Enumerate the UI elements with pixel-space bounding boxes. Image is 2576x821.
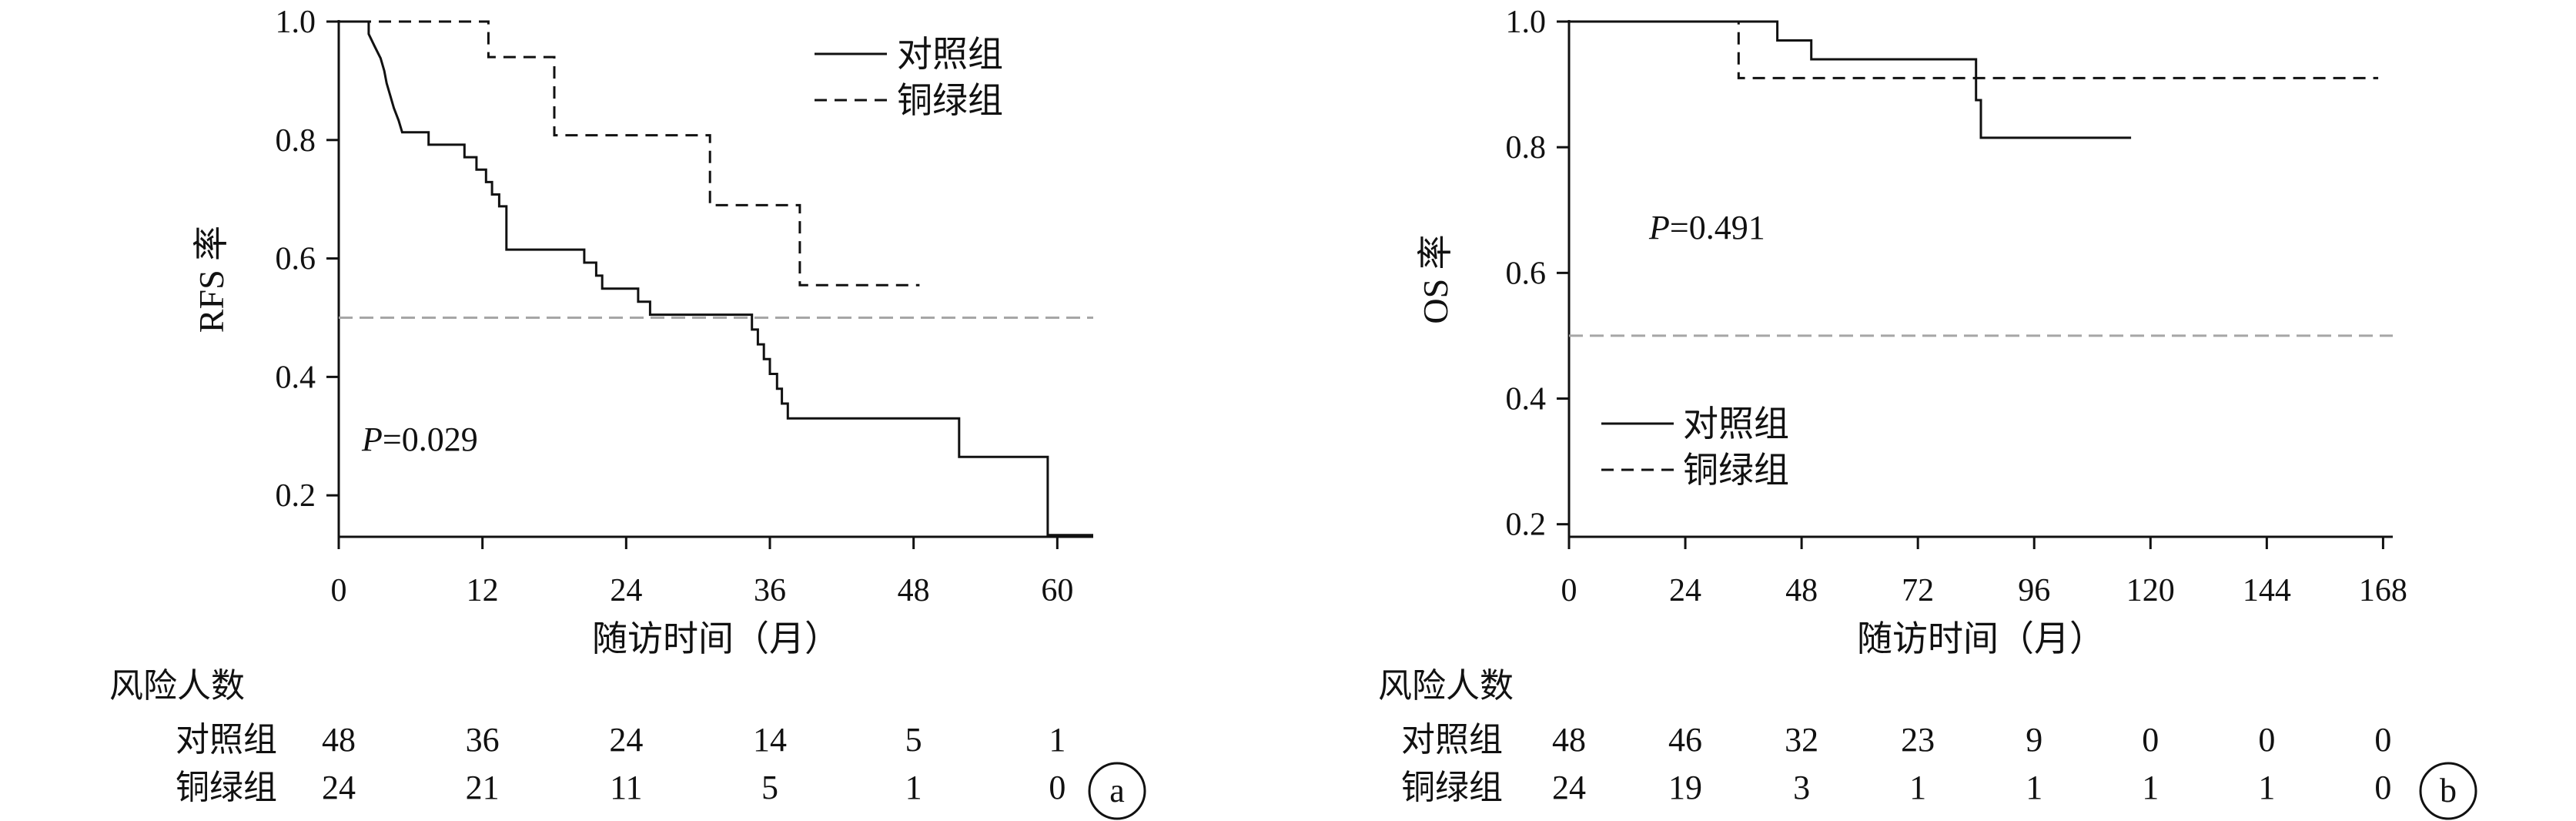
y-tick-label: 0.6 [1506,256,1547,291]
risk-cell: 0 [2374,769,2391,806]
x-tick-label: 0 [331,573,347,608]
y-axis-label: RFS 率 [192,226,231,333]
risk-cell: 0 [2142,721,2159,759]
legend-label: 对照组 [897,33,1003,75]
series-line-dashed [339,20,920,287]
p-value-number: =0.029 [383,421,478,458]
y-tick-label: 0.6 [276,242,316,277]
risk-cell: 48 [322,721,356,759]
risk-cell: 19 [1668,769,1702,806]
p-value: P=0.491 [1648,209,1765,246]
y-tick-label: 0.4 [276,360,316,395]
risk-table-title: 风险人数 [109,666,245,705]
panel-label: b [2440,772,2457,809]
panel-b: 0.2 0.4 0.6 0.8 1.0 0 24 48 72 96 120 144 168 随访时间（月）… [1378,5,2477,820]
risk-cell: 1 [905,769,922,806]
p-value-symbol: P [361,421,383,458]
x-tick-label: 24 [610,573,642,608]
risk-cell: 3 [1793,769,1810,806]
risk-cell: 23 [1901,721,1935,759]
risk-cell: 1 [2026,769,2042,806]
series-line-solid [339,20,1093,537]
y-axis-label: OS 率 [1416,234,1455,323]
y-tick-label: 1.0 [276,5,316,40]
x-tick-label: 48 [898,573,930,608]
risk-cell: 48 [1552,721,1586,759]
legend-label: 铜绿组 [1683,449,1789,491]
series-line-solid [1569,20,2132,139]
p-value-symbol: P [1648,209,1670,246]
x-tick-label: 96 [2018,573,2050,608]
risk-row-group: 铜绿组 [176,768,277,807]
risk-cell: 32 [1785,721,1818,759]
legend-label: 铜绿组 [897,79,1003,121]
x-tick-label: 36 [754,573,786,608]
series-line-dashed [1569,20,2379,79]
risk-cell: 5 [905,721,922,759]
risk-cell: 36 [466,721,500,759]
p-value-number: =0.491 [1670,209,1765,246]
risk-cell: 1 [1909,769,1926,806]
risk-table-title: 风险人数 [1378,666,1514,705]
risk-cell: 1 [2142,769,2159,806]
risk-cell: 0 [2258,721,2275,759]
risk-cell: 1 [1049,721,1066,759]
x-tick-label: 144 [2243,573,2291,608]
x-axis-label: 随访时间（月） [592,619,840,658]
risk-row-group: 对照组 [1401,720,1503,759]
risk-cell: 46 [1668,721,1702,759]
panel-label: a [1109,772,1125,809]
risk-cell: 0 [1049,769,1066,806]
x-axis-label: 随访时间（月） [1857,619,2105,658]
y-tick-label: 0.4 [1506,382,1547,417]
p-value: P=0.029 [361,421,478,458]
x-tick-label: 0 [1561,573,1577,608]
x-tick-label: 60 [1041,573,1073,608]
risk-row-group: 铜绿组 [1401,768,1503,807]
y-tick-label: 0.8 [276,123,316,159]
risk-cell: 24 [609,721,643,759]
x-tick-label: 72 [1902,573,1934,608]
y-tick-label: 0.8 [1506,130,1547,166]
risk-cell: 9 [2026,721,2042,759]
risk-cell: 24 [322,769,356,806]
y-tick-label: 0.2 [276,478,316,514]
risk-cell: 0 [2374,721,2391,759]
panel-label-circle [1088,762,1146,820]
x-tick-label: 168 [2359,573,2407,608]
risk-cell: 24 [1552,769,1586,806]
risk-cell: 1 [2258,769,2275,806]
risk-row-group: 对照组 [176,720,277,759]
y-tick-label: 1.0 [1506,5,1547,40]
risk-cell: 5 [761,769,778,806]
x-tick-label: 12 [467,573,499,608]
x-tick-label: 48 [1785,573,1818,608]
x-tick-label: 24 [1669,573,1701,608]
panel-label-circle [2419,762,2477,820]
y-tick-label: 0.2 [1506,508,1547,543]
risk-cell: 21 [466,769,500,806]
x-tick-label: 120 [2126,573,2175,608]
legend-label: 对照组 [1683,403,1789,444]
risk-cell: 14 [753,721,787,759]
risk-cell: 11 [610,769,642,806]
